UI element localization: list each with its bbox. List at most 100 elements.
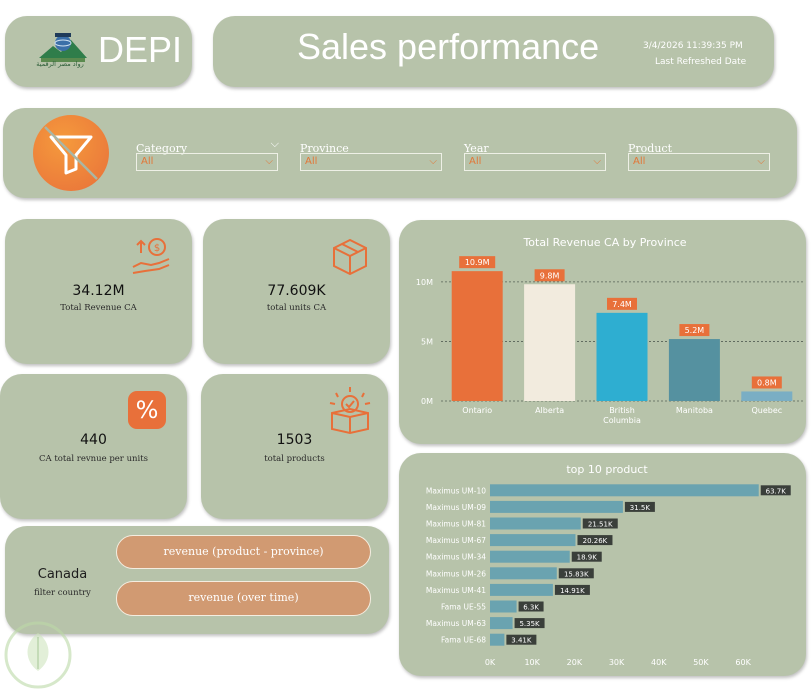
data-label-bg xyxy=(577,535,613,546)
chevron-down-icon: ⌵ xyxy=(270,137,279,150)
province-slicer[interactable]: Province All ⌵ xyxy=(300,137,445,173)
revenue-product-province-button[interactable]: revenue (product - province) xyxy=(116,535,371,569)
filter-clear-icon xyxy=(44,126,98,180)
y-tick-label: 10M xyxy=(416,278,433,287)
bar xyxy=(668,339,720,401)
data-label: 9.8M xyxy=(540,271,560,280)
top-products-chart: top 10 product Maximus UM-10 63.7K Maximus … xyxy=(426,463,791,667)
data-label: 6.3K xyxy=(523,604,539,612)
revenue-over-time-button[interactable]: revenue (over time) xyxy=(116,581,371,616)
data-label: 0.8M xyxy=(757,378,777,387)
logo-caption: رواد مصر الرقمية xyxy=(36,60,84,68)
category-value: All xyxy=(141,156,154,167)
data-label-bg xyxy=(571,551,602,562)
kpi-products-value: 1503 xyxy=(276,432,313,448)
country-label: filter country xyxy=(34,588,91,598)
chart-title: top 10 product xyxy=(566,463,648,476)
data-label-bg xyxy=(679,324,710,337)
data-label: 21.51K xyxy=(588,521,613,529)
category-dropdown[interactable]: All ⌵ xyxy=(136,153,278,171)
data-label-bg xyxy=(534,269,565,282)
province-chart-card: Total Revenue CA by Province 0M 5M 10M 10.9M… xyxy=(399,220,806,444)
bar xyxy=(741,391,793,401)
data-label: 3.41K xyxy=(511,637,532,645)
data-label-bg xyxy=(514,618,545,629)
data-label-bg xyxy=(506,634,537,645)
kpi-units-card: 77.609K total units CA xyxy=(203,219,390,364)
x-tick-label: 40K xyxy=(651,658,667,667)
logo-card: رواد مصر الرقمية DEPI xyxy=(5,16,192,87)
year-slicer[interactable]: Year All ⌵ xyxy=(464,137,609,173)
bar xyxy=(490,550,570,563)
y-tick-label: Maximus UM-09 xyxy=(426,503,486,512)
x-tick-label: Manitoba xyxy=(676,406,713,415)
kpi-units-value: 77.609K xyxy=(267,283,326,299)
kpi-products-card: 1503 total products xyxy=(201,374,388,519)
province-dropdown[interactable]: All ⌵ xyxy=(300,153,442,171)
kpi-per-unit-label: CA total revnue per units xyxy=(38,454,149,464)
clear-filters-button[interactable] xyxy=(33,115,109,191)
y-tick-label: Maximus UM-81 xyxy=(426,520,486,529)
x-tick-label: Quebec xyxy=(751,406,782,415)
filter-bar: Category ⌵ All ⌵ Province All ⌵ Year All ⌵ … xyxy=(3,108,797,198)
year-dropdown[interactable]: All ⌵ xyxy=(464,153,606,171)
x-tick-label: 0K xyxy=(485,658,496,667)
bar xyxy=(524,284,576,401)
year-value: All xyxy=(469,156,482,167)
bar xyxy=(490,567,557,580)
kpi-products-label: total products xyxy=(264,454,325,464)
data-label: 5.2M xyxy=(685,326,705,335)
kpi-revenue-label: Total Revenue CA xyxy=(60,303,137,313)
y-tick-label: Fama UE-68 xyxy=(441,636,486,645)
chevron-down-icon: ⌵ xyxy=(265,156,273,167)
y-tick-label: Maximus UM-10 xyxy=(426,486,486,495)
kpi-per-unit-value: 440 xyxy=(80,432,107,448)
country-nav-card: Canada filter country revenue (product -… xyxy=(5,526,389,634)
y-tick-label: Maximus UM-34 xyxy=(426,553,486,562)
data-label: 18.9K xyxy=(577,554,598,562)
data-label-bg xyxy=(459,256,496,269)
box-icon xyxy=(333,238,367,276)
bar xyxy=(490,633,505,646)
bar xyxy=(490,517,581,530)
y-tick-label: Maximus UM-67 xyxy=(426,536,486,545)
last-refresh-datetime: 3/4/2026 11:39:35 PM xyxy=(643,41,743,51)
x-tick-label: Alberta xyxy=(535,406,564,415)
year-label: Year xyxy=(464,142,489,155)
chevron-down-icon: ⌵ xyxy=(429,156,437,167)
province-revenue-chart: Total Revenue CA by Province 0M 5M 10M 10.9M… xyxy=(416,236,803,425)
product-dropdown[interactable]: All ⌵ xyxy=(628,153,770,171)
svg-text:$: $ xyxy=(154,243,160,254)
data-label: 14.91K xyxy=(560,587,585,595)
last-refresh-label: Last Refreshed Date xyxy=(655,57,747,67)
money-hand-icon: $ xyxy=(132,238,170,274)
category-slicer[interactable]: Category ⌵ All ⌵ xyxy=(136,137,281,173)
x-tick-label: Columbia xyxy=(603,416,641,425)
kpi-revenue-card: $ 34.12M Total Revenue CA xyxy=(5,219,192,364)
watermark-logo-icon xyxy=(4,621,72,689)
y-tick-label: Fama UE-55 xyxy=(441,603,486,612)
data-label: 10.9M xyxy=(465,258,490,267)
product-slicer[interactable]: Product All ⌵ xyxy=(628,137,773,173)
chevron-down-icon: ⌵ xyxy=(757,156,765,167)
data-label-bg xyxy=(518,601,544,612)
depi-logo-icon xyxy=(39,33,87,62)
x-tick-label: 50K xyxy=(693,658,709,667)
x-tick-label: 20K xyxy=(567,658,583,667)
province-value: All xyxy=(305,156,318,167)
bar xyxy=(490,484,759,497)
kpi-per-unit-card: % 440 CA total revnue per units xyxy=(0,374,187,519)
category-label: Category xyxy=(136,142,188,155)
data-label: 63.7K xyxy=(766,487,787,495)
x-tick-label: British xyxy=(609,406,635,415)
bar xyxy=(490,600,517,613)
bar xyxy=(490,534,576,547)
bar xyxy=(490,617,513,630)
data-label-bg xyxy=(760,485,791,496)
product-label: Product xyxy=(628,142,672,155)
product-value: All xyxy=(633,156,646,167)
data-label-bg xyxy=(558,568,594,579)
data-label-bg xyxy=(751,376,782,389)
page-title: Sales performance xyxy=(297,26,600,67)
y-tick-label: Maximus UM-63 xyxy=(426,619,486,628)
